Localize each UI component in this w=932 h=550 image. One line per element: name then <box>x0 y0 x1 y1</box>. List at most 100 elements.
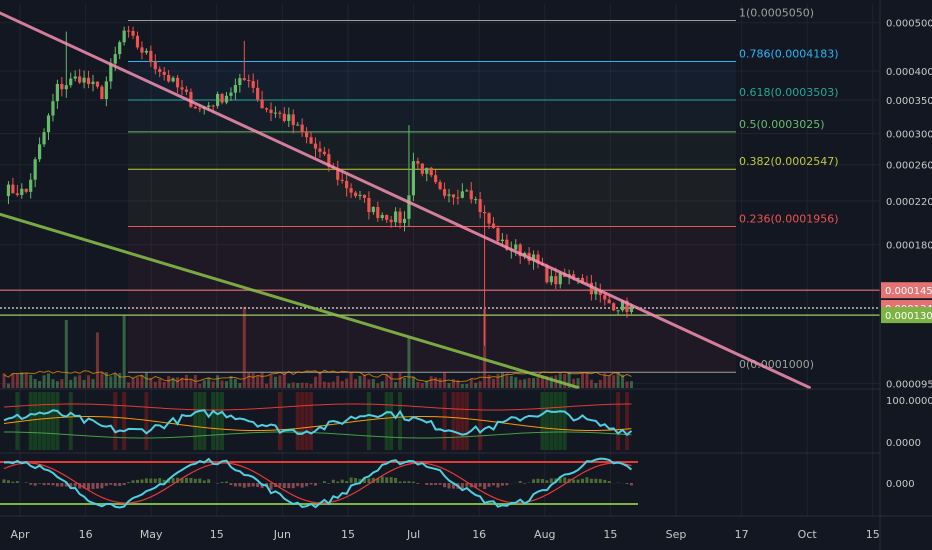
oscillator-1-lower-band <box>3 431 632 439</box>
candle-body <box>603 295 607 300</box>
volume-bar <box>180 377 184 388</box>
trendlines <box>0 11 811 390</box>
oscillator-2-histogram-bar <box>496 483 500 488</box>
oscillator-2-histogram-bar <box>523 483 527 484</box>
oscillator-1-highlight <box>197 392 202 450</box>
candle-body <box>394 211 398 223</box>
oscillator-1-pane <box>0 388 880 450</box>
candle-body <box>51 101 55 116</box>
candle-body <box>122 30 126 43</box>
candle-body <box>229 92 233 96</box>
candle-body <box>340 179 344 181</box>
volume-bar <box>118 372 122 388</box>
candle-body <box>416 161 420 164</box>
oscillator-2-histogram-bar <box>345 481 349 483</box>
oscillator-2-histogram-bar <box>100 483 104 489</box>
volume-bar <box>398 372 402 388</box>
oscillator-1-main-line <box>3 409 633 437</box>
oscillator-2-histogram-bar <box>492 483 495 486</box>
oscillator-2-histogram-bar <box>233 483 237 487</box>
volume-bar <box>278 375 282 388</box>
oscillator-2-histogram-bar <box>95 483 99 489</box>
candle-body <box>247 79 251 82</box>
volume-bar <box>354 378 358 388</box>
oscillator-1-highlight <box>384 392 389 450</box>
oscillator-2-histogram-bar <box>572 479 576 483</box>
volume-bar <box>73 376 77 388</box>
volume-bar <box>269 374 273 388</box>
oscillator-2-histogram-bar <box>6 480 10 483</box>
candle-body <box>296 124 300 126</box>
volume-bar <box>456 380 460 388</box>
volume-bar <box>153 381 157 388</box>
volume-bar <box>358 375 362 388</box>
volume-bar <box>629 381 633 388</box>
oscillator-2-histogram-bar <box>389 477 393 483</box>
oscillator-1-highlight <box>549 392 554 450</box>
time-tick-label: 15 <box>341 528 355 541</box>
volume-bar <box>625 381 629 388</box>
oscillator-1-highlight <box>122 392 127 450</box>
candle-body <box>420 163 424 174</box>
oscillator-2-histogram-bar <box>545 480 549 483</box>
candle-body <box>305 132 309 138</box>
candle-body <box>620 300 625 311</box>
volume-bar <box>411 376 415 388</box>
candle-body <box>220 94 224 103</box>
fib-level-label: 0.382(0.0002547) <box>739 155 839 168</box>
volume-bar <box>15 373 19 388</box>
candle-body <box>269 109 273 114</box>
candle-body <box>558 272 562 285</box>
candle-body <box>518 244 522 257</box>
oscillator-2-histogram-bar <box>403 481 406 483</box>
fib-level-label: 0.618(0.0003503) <box>739 86 839 99</box>
volume-bar <box>327 382 331 388</box>
volume-bar <box>24 372 28 388</box>
volume-bar <box>380 381 384 388</box>
candle-body <box>29 179 33 192</box>
candle-body <box>113 54 117 64</box>
volume-bar <box>505 374 509 388</box>
volume-bar <box>385 374 389 388</box>
volume-bar <box>318 372 322 388</box>
candle-body <box>572 274 576 279</box>
fib-band <box>128 226 736 373</box>
oscillator-2-histogram-bar <box>229 483 233 486</box>
oscillator-2-histogram-bar <box>247 483 251 487</box>
volume-bar <box>322 381 326 388</box>
oscillator-2-histogram-bar <box>149 478 153 483</box>
candle-body <box>260 99 264 109</box>
oscillator-1-highlight <box>304 392 309 450</box>
time-tick-label: Jun <box>273 528 291 541</box>
volume-bar <box>207 377 211 388</box>
candle-body <box>135 35 140 48</box>
fib-band <box>128 99 736 132</box>
oscillator-2-histogram-bar <box>291 483 295 489</box>
candle-body <box>309 137 313 144</box>
oscillator-2-histogram-bar <box>38 483 42 484</box>
oscillator-2-histogram-bar <box>162 479 166 483</box>
oscillator-2-histogram-bar <box>532 479 536 483</box>
oscillator-2-histogram-bar <box>478 483 482 487</box>
oscillator-2-histogram-bar <box>327 483 331 484</box>
candle-body <box>353 192 358 196</box>
volume-bar <box>273 376 277 388</box>
candle-body <box>362 194 367 198</box>
oscillator-2-histogram-bar <box>398 481 402 483</box>
candle-body <box>456 197 460 199</box>
candle-body <box>242 78 246 80</box>
volume-bar <box>576 378 580 388</box>
volume-bar <box>100 372 104 388</box>
candle-body <box>60 84 64 90</box>
oscillator-2-histogram-bar <box>625 483 629 484</box>
volume-bar <box>345 378 349 388</box>
candle-body <box>86 77 91 85</box>
volume-bar <box>451 379 455 388</box>
price-label-badge <box>881 307 932 324</box>
candle-body <box>109 63 113 82</box>
candle-body <box>282 113 286 121</box>
candle-body <box>238 78 242 85</box>
volume-bar <box>216 375 220 388</box>
